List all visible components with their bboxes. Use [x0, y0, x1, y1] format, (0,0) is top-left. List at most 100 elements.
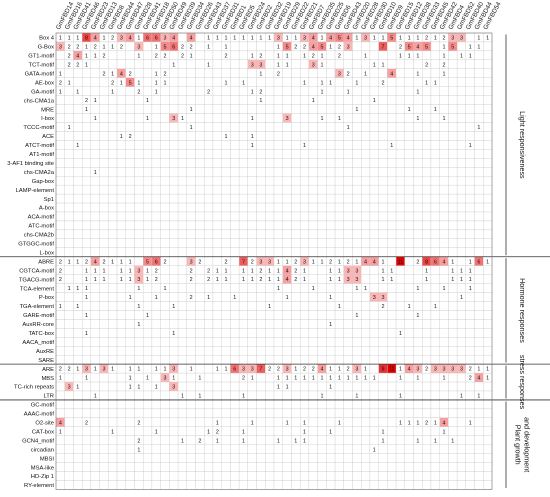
heatmap-cell: [369, 355, 379, 365]
heatmap-cell: [282, 176, 292, 186]
heatmap-cell: [169, 50, 179, 61]
heatmap-cell: [177, 86, 187, 96]
heatmap-cell: [81, 68, 92, 78]
cell-value: 1: [137, 447, 140, 453]
heatmap-cell: [456, 417, 467, 427]
heatmap-cell: [195, 229, 205, 240]
cell-value: 1: [451, 277, 454, 283]
cell-value: 1: [469, 53, 472, 59]
heatmap-cell: [343, 104, 353, 114]
motif-label: HD-Zip 1: [31, 474, 54, 480]
heatmap-cell: [439, 390, 449, 401]
heatmap-cell: [64, 310, 74, 320]
cell-value: 1: [408, 107, 411, 113]
heatmap-cell: [483, 113, 493, 123]
heatmap-cell: [352, 435, 362, 445]
heatmap-cell: [195, 310, 205, 320]
heatmap-cell: [64, 113, 74, 123]
cell-value: 1: [416, 116, 419, 122]
heatmap-cell: [483, 274, 493, 284]
heatmap-cell: [361, 346, 371, 356]
heatmap-cell: [204, 355, 214, 365]
heatmap-cell: [456, 211, 467, 222]
heatmap-cell: [413, 131, 423, 141]
heatmap-cell: [334, 140, 344, 150]
heatmap-cell: [55, 176, 65, 186]
heatmap-cell: [169, 256, 179, 266]
heatmap-cell: [230, 444, 240, 454]
cell-value: 1: [155, 89, 158, 95]
heatmap-cell: [430, 131, 440, 141]
heatmap-cell: [387, 417, 397, 427]
heatmap-cell: [177, 301, 187, 311]
cell-value: 1: [469, 286, 472, 292]
heatmap-cell: [134, 158, 144, 168]
heatmap-cell: [369, 363, 379, 374]
cell-value: 4: [364, 259, 367, 265]
heatmap-cell: [204, 301, 214, 311]
heatmap-cell: [308, 131, 318, 141]
heatmap-cell: [343, 158, 353, 168]
heatmap-cell: [395, 220, 405, 231]
heatmap-cell: [134, 480, 144, 490]
motif-label: TGA-element: [20, 304, 55, 310]
cell-value: 2: [190, 277, 193, 283]
heatmap-cell: [212, 238, 222, 248]
heatmap-cell: [308, 274, 318, 284]
heatmap-cell: [247, 104, 257, 114]
heatmap-cell: [474, 319, 484, 329]
heatmap-cell: [387, 167, 397, 177]
heatmap-cell: [430, 390, 440, 401]
heatmap-cell: [73, 184, 83, 195]
heatmap-cell: [352, 417, 362, 427]
heatmap-cell: [134, 247, 144, 257]
heatmap-cell: [448, 68, 458, 78]
heatmap-cell: [230, 68, 240, 78]
heatmap-cell: [108, 140, 118, 150]
motif-label: CGTCA-motif: [19, 268, 54, 274]
heatmap-cell: [369, 408, 379, 419]
heatmap-cell: [404, 462, 414, 472]
cell-value: 1: [303, 420, 306, 426]
motif-label: TC-rich repeats: [14, 385, 54, 391]
heatmap-cell: [282, 247, 292, 257]
heatmap-cell: [195, 328, 205, 338]
heatmap-cell: [430, 372, 440, 383]
heatmap-cell: [422, 310, 432, 320]
heatmap-cell: [361, 229, 371, 240]
heatmap-cell: [116, 390, 126, 401]
heatmap-cell: [195, 417, 205, 427]
heatmap-cell: [265, 381, 275, 392]
heatmap-cell: [326, 355, 336, 365]
heatmap-cell: [343, 337, 353, 347]
heatmap-cell: [465, 301, 475, 311]
motif-label: ARE: [42, 367, 54, 373]
heatmap-cell: [404, 193, 414, 204]
heatmap-cell: [273, 140, 283, 150]
heatmap-cell: [483, 104, 493, 114]
heatmap-cell: [317, 471, 327, 481]
cell-value: 1: [277, 53, 280, 59]
heatmap-cell: [369, 113, 379, 123]
heatmap-cell: [90, 176, 100, 186]
cell-value: 1: [181, 116, 184, 122]
heatmap-cell: [273, 104, 283, 114]
cell-value: 1: [259, 98, 262, 104]
heatmap-cell: [160, 104, 170, 114]
heatmap-cell: [230, 435, 240, 445]
heatmap-cell: [456, 301, 467, 311]
heatmap-cell: [387, 247, 397, 257]
cell-value: 1: [443, 286, 446, 292]
heatmap-cell: [352, 50, 362, 61]
heatmap-cell: [465, 86, 475, 96]
cell-value: 2: [68, 53, 71, 59]
cell-value: 1: [129, 277, 132, 283]
motif-label: Sp1: [44, 197, 54, 203]
heatmap-cell: [256, 417, 266, 427]
heatmap-cell: [247, 122, 257, 132]
cell-value: 1: [181, 394, 184, 400]
heatmap-cell: [230, 408, 240, 419]
heatmap-cell: [404, 59, 414, 69]
heatmap-cell: [395, 176, 405, 186]
heatmap-cell: [352, 471, 362, 481]
